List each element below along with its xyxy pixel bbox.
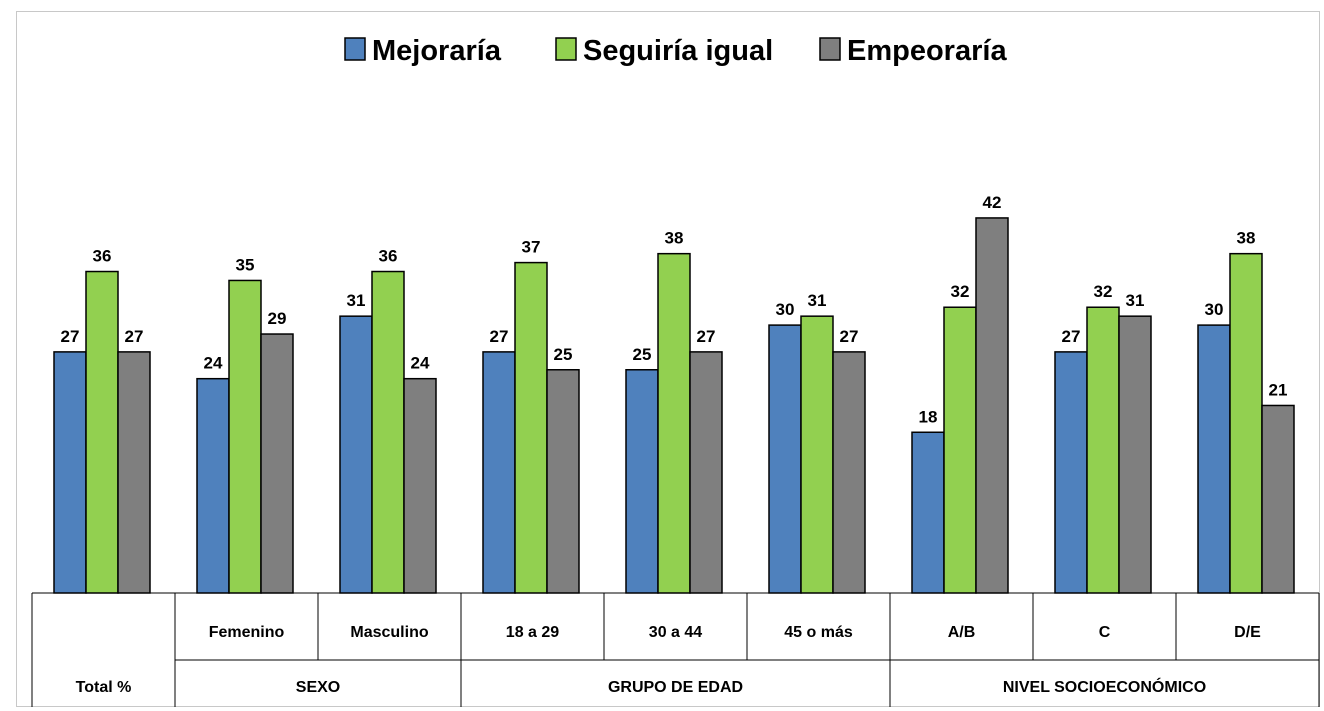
data-label-3-2: 29 [268,309,287,328]
bar-1-1 [53,351,87,594]
group-label-4: NIVEL SOCIOECONÓMICO [1003,677,1206,696]
bar-1-4 [482,351,516,594]
bar-2-2 [228,279,262,594]
bar-3-6 [832,351,866,594]
bar-3-5 [689,351,723,594]
data-label-3-7: 42 [983,193,1002,212]
bar-3-7 [975,217,1009,594]
bar-2-8 [1086,306,1120,594]
data-label-3-6: 27 [840,327,859,346]
data-label-2-7: 32 [951,282,970,301]
bar-3-4 [546,369,580,594]
bar-2-3 [371,270,405,594]
group-label-2: SEXO [296,679,340,696]
bar-2-4 [514,261,548,594]
category-label-4: 18 a 29 [506,624,559,641]
data-label-2-2: 35 [236,255,255,274]
data-label-1-3: 31 [347,291,366,310]
bar-3-3 [403,377,437,594]
data-label-1-4: 27 [490,327,509,346]
data-label-3-8: 31 [1126,291,1145,310]
data-label-2-4: 37 [522,238,541,257]
data-label-2-8: 32 [1094,282,1113,301]
group-label-3: GRUPO DE EDAD [608,679,743,696]
bar-1-5 [625,369,659,594]
data-label-3-5: 27 [697,327,716,346]
legend-swatch-1 [344,37,366,61]
bar-2-6 [800,315,834,594]
data-label-2-9: 38 [1237,229,1256,248]
category-label-2: Femenino [209,624,285,641]
legend-label-1: Mejoraría [372,35,502,67]
data-label-1-6: 30 [776,300,795,319]
bar-3-9 [1261,404,1295,594]
data-label-2-6: 31 [808,291,827,310]
bar-1-7 [911,431,945,594]
data-label-1-7: 18 [919,407,938,426]
bar-1-9 [1197,324,1231,594]
data-label-3-9: 21 [1269,380,1288,399]
bar-2-5 [657,252,691,594]
bar-2-9 [1229,252,1263,594]
bar-2-7 [943,306,977,594]
bar-1-6 [768,324,802,594]
legend-swatch-2 [555,37,577,61]
data-label-3-1: 27 [125,327,144,346]
bar-3-8 [1118,315,1152,594]
bar-1-3 [339,315,373,594]
category-label-7: A/B [948,624,976,641]
data-label-1-2: 24 [204,354,223,373]
data-label-1-5: 25 [633,345,652,364]
category-label-9: D/E [1234,624,1261,641]
data-label-1-8: 27 [1062,327,1081,346]
data-label-3-4: 25 [554,345,573,364]
bar-3-1 [117,351,151,594]
legend-label-2: Seguiría igual [583,35,773,67]
bar-1-8 [1054,351,1088,594]
bar-2-1 [85,270,119,594]
legend-swatch-3 [819,37,841,61]
category-label-6: 45 o más [784,624,853,641]
legend-label-3: Empeoraría [847,35,1007,67]
data-label-2-3: 36 [379,247,398,266]
group-label-1: Total % [76,679,132,696]
bar-1-2 [196,377,230,594]
category-label-5: 30 a 44 [649,624,702,641]
bar-3-2 [260,333,294,594]
data-label-1-9: 30 [1205,300,1224,319]
data-label-2-1: 36 [93,247,112,266]
category-label-8: C [1099,624,1111,641]
data-label-2-5: 38 [665,229,684,248]
data-label-3-3: 24 [411,354,430,373]
data-label-1-1: 27 [61,327,80,346]
category-label-3: Masculino [350,624,428,641]
